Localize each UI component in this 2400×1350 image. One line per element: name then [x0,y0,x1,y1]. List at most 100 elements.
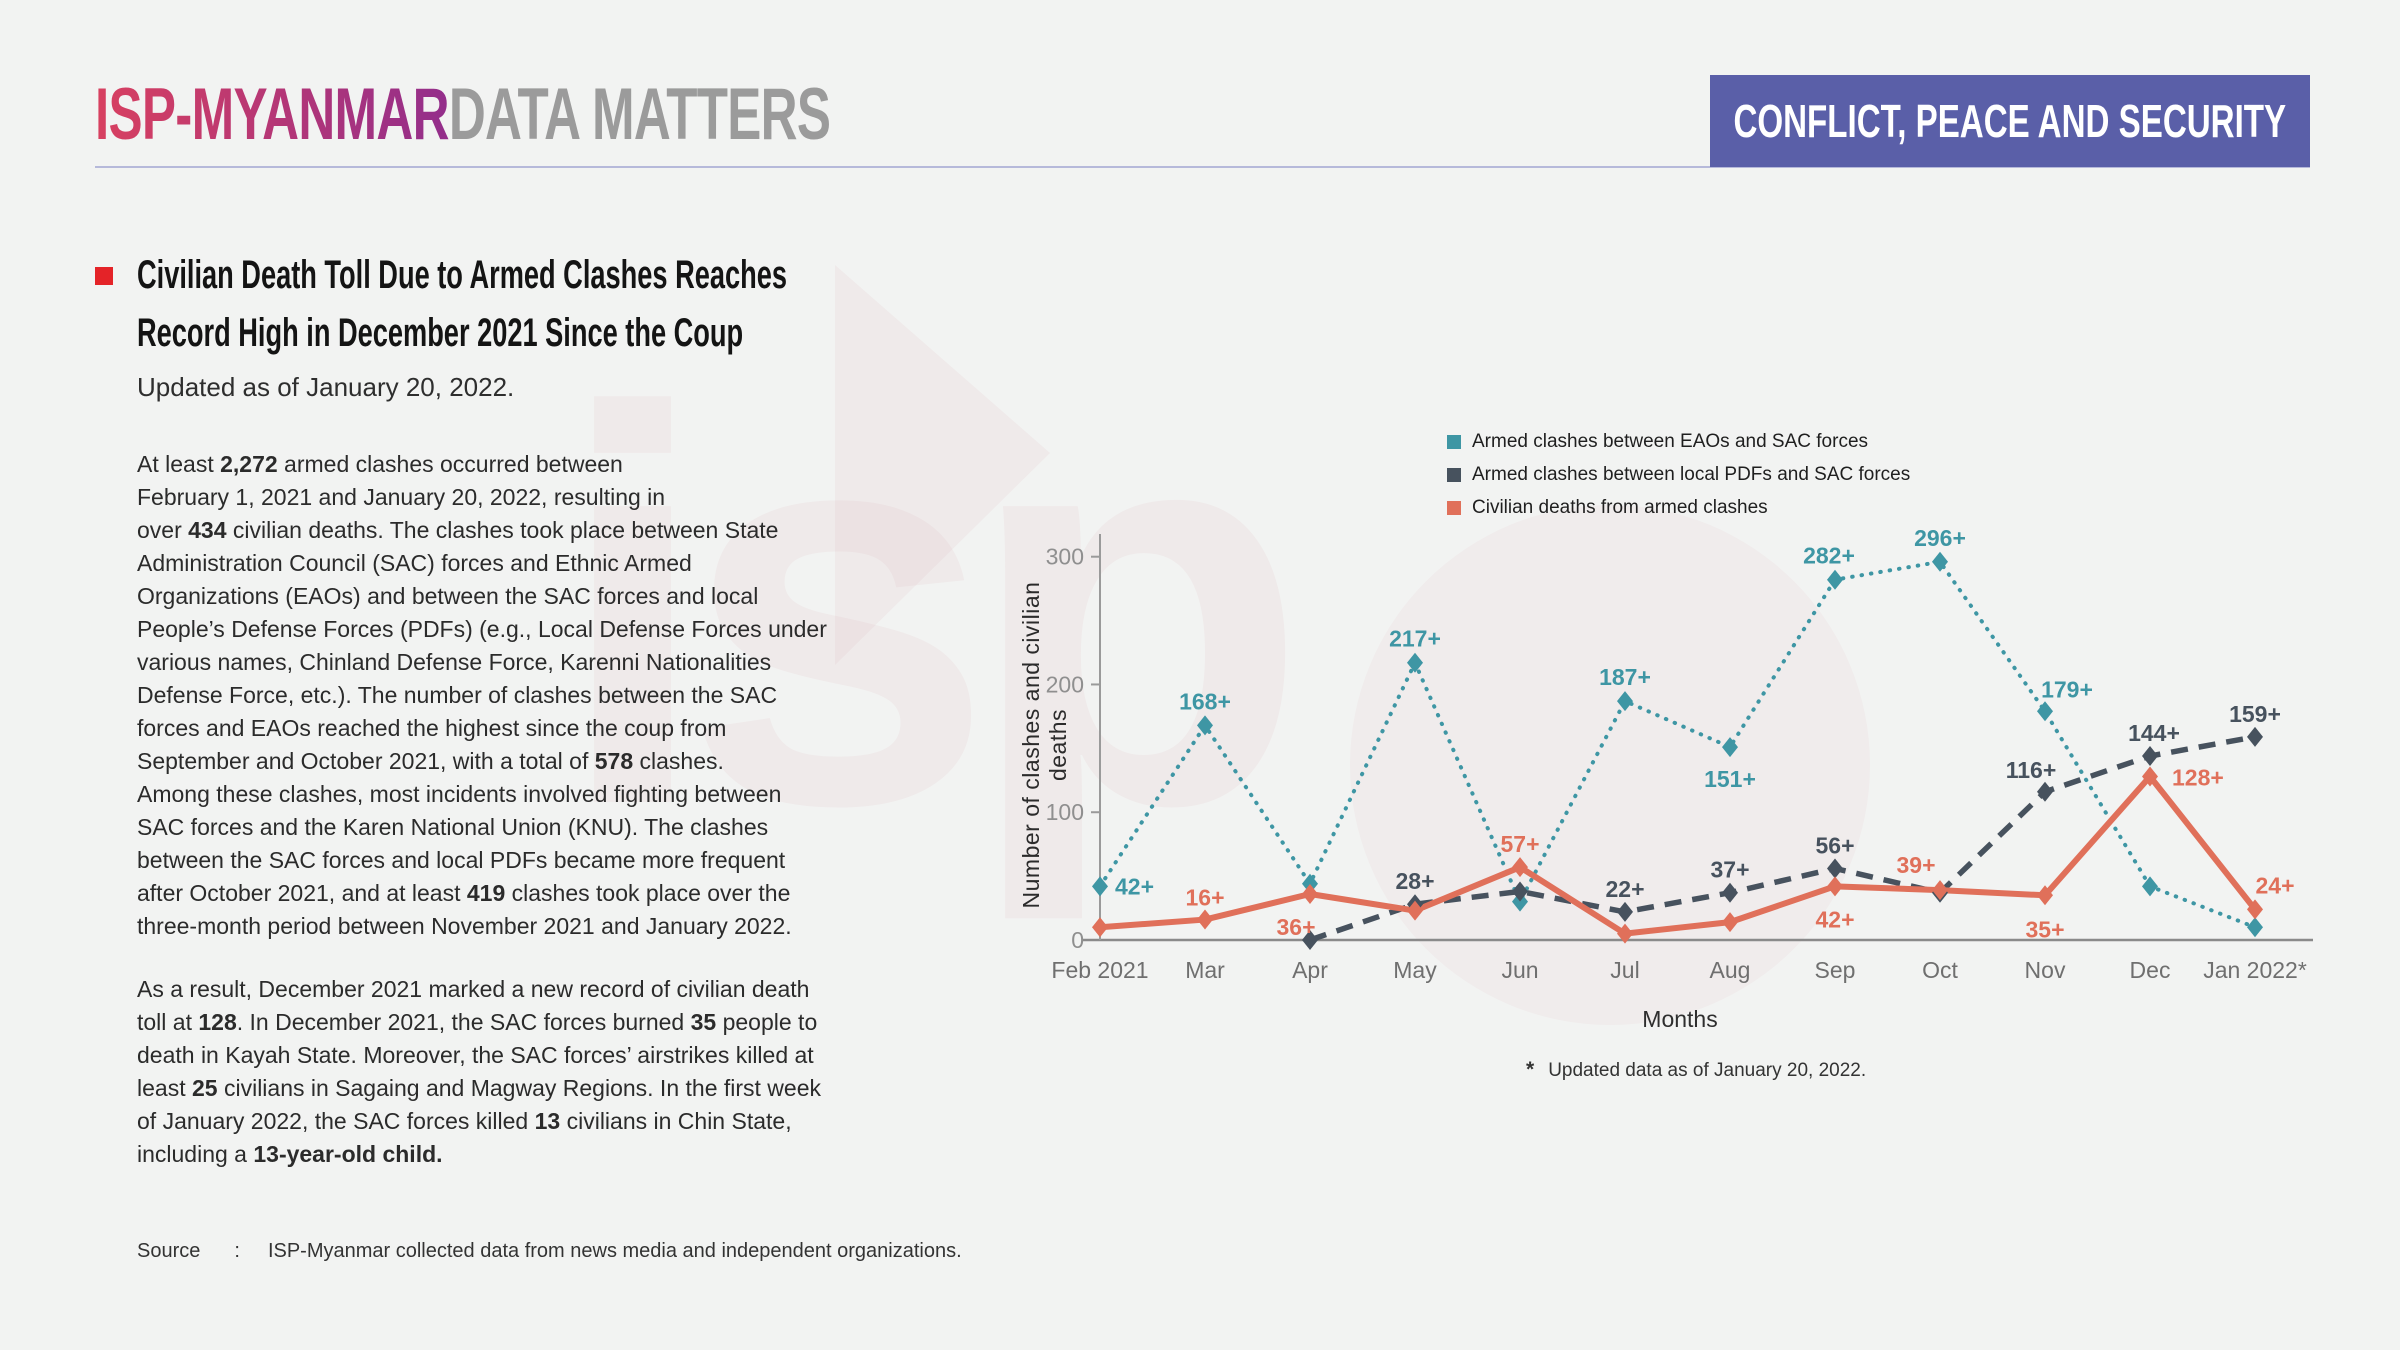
data-point-marker [2037,885,2053,906]
text-segment: between the SAC forces and local PDFs be… [137,847,786,873]
data-point-marker [1827,876,1843,897]
updated-as-of: Updated as of January 20, 2022. [137,372,515,402]
data-point-label: 16+ [1185,885,1224,911]
text-segment: 578 [594,748,634,774]
text-segment: February 1, 2021 and January 20, 2022, r… [137,484,666,510]
series-line-0 [1098,559,2257,930]
text-segment: clashes. [633,748,724,774]
text-segment: clashes took place over the [505,880,791,906]
x-tick-label: Dec [2130,957,2171,983]
data-point-marker [1302,873,1318,894]
text-segment: various names, Chinland Defense Force, K… [137,649,772,675]
text-segment: 35 [690,1009,717,1035]
page-title: Civilian Death Toll Due to Armed Clashes… [137,246,787,362]
data-point-marker [1512,857,1528,878]
data-point-marker [2037,781,2053,802]
line-chart: 0 100 200 300 Feb 2021 Mar Apr May Jun Jul Aug Sep O… [1046,520,2330,1020]
legend-swatch [1447,468,1461,482]
text-segment: of January 2022, the SAC forces killed [137,1108,535,1134]
text-segment: 25 [191,1075,218,1101]
text-segment: after October 2021, and at least [137,880,467,906]
body-text: At least 2,272 armed clashes occurred be… [137,448,1037,1171]
data-point-marker [1722,737,1738,758]
text-segment: Among these clashes, most incidents invo… [137,781,782,807]
source-line: Source: ISP-Myanmar collected data from n… [137,1240,962,1263]
series-line-2 [1099,773,2258,937]
text-segment: September and October 2021, with a total… [137,748,595,774]
x-tick-label: May [1393,957,1437,983]
data-point-marker [1407,900,1423,921]
source-label: Source [137,1240,201,1262]
text-segment: At least [137,451,221,477]
data-point-marker [1512,881,1528,902]
x-tick-label: Aug [1710,957,1751,983]
data-point-label: 187+ [1599,664,1651,690]
paragraph-1: At least 2,272 armed clashes occurred be… [137,448,1037,943]
y-axis-title: Number of clashes and civilian deaths [1018,581,1071,909]
data-point-marker [1617,923,1633,944]
data-point-marker [2142,746,2158,767]
data-point-marker [1617,691,1633,712]
category-badge-label: CONFLICT, PEACE AND SECURITY [1733,95,2287,147]
data-point-label: 159+ [2229,701,2281,727]
text-segment: 13-year-old child. [253,1141,443,1167]
data-point-marker [1197,909,1213,930]
x-tick-label: Apr [1292,957,1328,983]
text-segment: people to [716,1009,818,1035]
legend-item-1: Armed clashes between local PDFs and SAC… [1447,464,1910,486]
data-point-label: 151+ [1704,766,1756,792]
text-segment: least [137,1075,192,1101]
data-point-label: 28+ [1395,868,1434,894]
x-tick-label: Sep [1815,957,1856,983]
footnote-text: Updated data as of January 20, 2022. [1548,1060,1867,1081]
paragraph-2: As a result, December 2021 marked a new … [137,973,1037,1171]
legend-item-0: Armed clashes between EAOs and SAC force… [1447,431,1910,453]
page-title-line1: Civilian Death Toll Due to Armed Clashes… [137,253,787,297]
y-tick-label: 0 [1071,927,1084,953]
data-point-marker [1617,901,1633,922]
data-point-label: 35+ [2025,916,2064,942]
data-point-marker [1407,652,1423,673]
text-segment: People’s Defense Forces (PDFs) (e.g., Lo… [137,616,827,642]
text-segment: As a result, December 2021 marked a new … [137,976,810,1002]
text-segment: death in Kayah State. Moreover, the SAC … [137,1042,814,1068]
data-point-marker [2247,899,2263,920]
data-point-marker [2247,917,2263,938]
paragraph-gap [137,943,1037,973]
data-point-label: 179+ [2041,676,2093,702]
data-point-marker [1722,882,1738,903]
data-point-label: 42+ [1115,873,1154,899]
data-point-label: 39+ [1896,852,1935,878]
text-segment: including a [137,1141,254,1167]
source-text: ISP-Myanmar collected data from news med… [267,1240,962,1262]
data-point-marker [2247,726,2263,747]
legend-label: Armed clashes between EAOs and SAC force… [1472,431,1869,452]
text-segment: 434 [188,517,227,543]
text-segment: 128 [198,1009,237,1035]
data-point-label: 42+ [1815,906,1854,932]
x-tick-label: Mar [1185,957,1225,983]
text-segment: 2,272 [220,451,278,477]
x-tick-label: Nov [2025,957,2066,983]
series-line-1 [1309,734,2256,943]
logo-primary: ISP-MYANMAR [95,74,450,155]
data-point-marker [1512,891,1528,912]
data-point-marker [2142,766,2158,787]
x-tick-label: Jun [1501,957,1538,983]
data-point-label: 168+ [1179,688,1231,714]
legend-label: Armed clashes between local PDFs and SAC… [1472,464,1911,485]
text-segment: civilians in Chin State, [560,1108,792,1134]
legend-item-2: Civilian deaths from armed clashes [1447,497,1910,519]
chart-legend: Armed clashes between EAOs and SAC force… [1447,431,1910,530]
data-point-marker [1932,880,1948,901]
data-point-marker [1302,884,1318,905]
data-point-label: 56+ [1815,832,1854,858]
text-segment: forces and EAOs reached the highest sinc… [137,715,727,741]
y-tick-label: 300 [1046,544,1084,570]
page-title-line2: Record High in December 2021 Since the C… [137,311,744,355]
data-point-marker [1197,715,1213,736]
legend-label: Civilian deaths from armed clashes [1472,497,1768,518]
text-segment: Defense Force, etc.). The number of clas… [137,682,778,708]
title-bullet-square [95,267,113,285]
data-point-label: 217+ [1389,626,1441,652]
